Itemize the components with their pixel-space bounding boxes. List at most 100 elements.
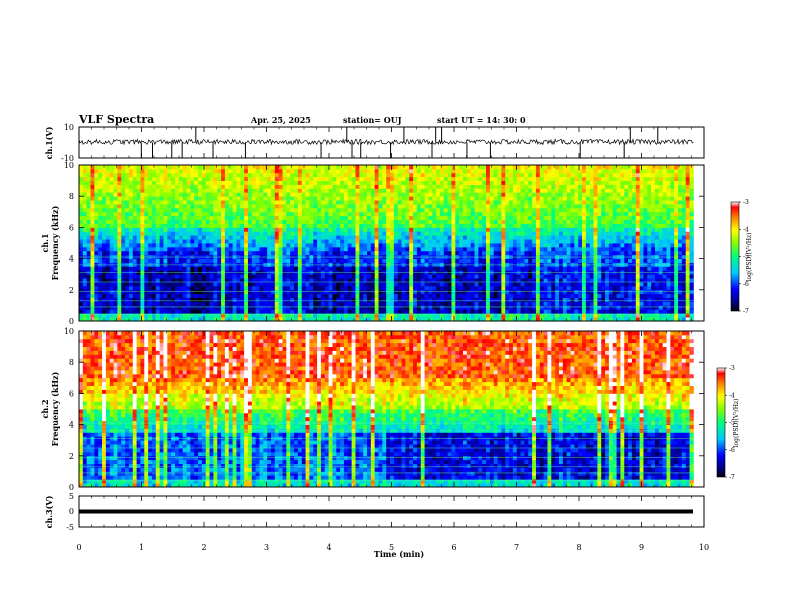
spectrogram-cell [658, 207, 664, 213]
spectrogram-cell [136, 309, 141, 314]
spectrogram-cell [228, 305, 233, 310]
spectrogram-cell [616, 258, 621, 263]
spectrogram-cell [224, 204, 230, 209]
spectrogram-cell [301, 239, 306, 244]
spectrogram-cell [190, 282, 195, 287]
spectrogram-cell [132, 317, 137, 322]
spectrogram-cell [374, 223, 379, 228]
spectrogram-cell [658, 305, 664, 310]
spectrogram-cell [121, 305, 126, 310]
spectrogram-cell [535, 239, 541, 244]
spectrogram-cell [409, 289, 414, 295]
spectrogram-cell [355, 239, 360, 244]
spectrogram-cell [343, 293, 349, 298]
spectrogram-cell [535, 200, 541, 205]
spectrogram-cell [516, 285, 521, 291]
spectrogram-cell [455, 266, 460, 271]
spectrogram-cell [282, 231, 287, 236]
spectrogram-cell [608, 239, 614, 244]
spectrogram-cell [244, 207, 249, 213]
spectrogram-cell [685, 243, 690, 248]
spectrogram-cell [470, 246, 475, 252]
spectrogram-cell [201, 301, 207, 306]
spectrogram-cell [416, 278, 422, 283]
spectrogram-cell [109, 274, 114, 279]
spectrogram-cell [605, 215, 610, 220]
spectrogram-cell [294, 207, 299, 213]
spectrogram-cell [482, 200, 487, 205]
spectrogram-cell [332, 243, 337, 248]
spectrogram-cell [128, 243, 134, 248]
spectrogram-cell [163, 301, 168, 306]
spectrogram-cell [255, 258, 260, 263]
spectrogram-cell [224, 289, 230, 295]
spectrogram-cell [459, 215, 464, 220]
spectrogram-cell [90, 223, 95, 228]
spectrogram-cell [582, 211, 587, 217]
spectrogram-cell [175, 282, 180, 287]
spectrogram-cell [209, 239, 214, 244]
spectrogram-cell [151, 235, 157, 240]
spectrogram-cell [401, 235, 406, 240]
spectrogram-cell [562, 239, 568, 244]
spectrogram-cell [662, 231, 667, 236]
spectrogram-cell [301, 289, 306, 295]
spectrogram-cell [347, 231, 353, 236]
spectrogram-cell [374, 309, 379, 314]
spectrogram-cell [612, 258, 617, 263]
spectrogram-cell [259, 305, 264, 310]
spectrogram-cell [493, 231, 498, 236]
spectrogram-cell [578, 227, 583, 232]
spectrogram-cell [574, 200, 579, 205]
spectrogram-cell [401, 227, 406, 232]
spectrogram-cell [213, 305, 218, 310]
spectrogram-cell [217, 258, 222, 263]
spectrogram-cell [543, 301, 548, 306]
spectrogram-cell [547, 258, 552, 263]
spectrogram-cell [109, 282, 114, 287]
spectrogram-cell [478, 219, 483, 224]
spectrogram-cell [608, 313, 614, 318]
spectrogram-cell [455, 305, 460, 310]
spectrogram-cell [424, 297, 429, 302]
spectrogram-cell [501, 231, 506, 236]
spectrogram-cell [462, 278, 468, 283]
spectrogram-cell [678, 282, 683, 287]
spectrogram-cell [94, 235, 99, 240]
spectrogram-cell [175, 293, 180, 298]
spectrogram-cell [547, 231, 552, 236]
spectrogram-cell [132, 219, 137, 224]
spectrogram-cell [148, 293, 153, 298]
spectrogram-cell [524, 231, 529, 236]
spectrogram-cell [628, 285, 633, 291]
spectrogram-cell [259, 200, 264, 205]
spectrogram-cell [409, 235, 414, 240]
spectrogram-cell [662, 305, 667, 310]
spectrogram-cell [608, 211, 614, 217]
spectrogram-cell [635, 231, 641, 236]
spectrogram-cell [251, 297, 257, 302]
spectrogram-cell [155, 235, 161, 240]
spectrogram-cell [662, 235, 667, 240]
spectrogram-cell [267, 317, 272, 322]
spectrogram-cell [136, 243, 141, 248]
spectrogram-cell [631, 227, 637, 232]
spectrogram-cell [155, 305, 161, 310]
spectrogram-cell [194, 309, 199, 314]
spectrogram-cell [82, 211, 88, 217]
spectrogram-cell [539, 250, 545, 256]
spectrogram-cell [217, 204, 222, 209]
spectrogram-cell [117, 274, 122, 279]
spectrogram-cell [532, 285, 537, 291]
spectrogram-cell [651, 301, 656, 306]
spectrogram-cell [98, 278, 103, 283]
spectrogram-cell [401, 223, 406, 228]
spectrogram-cell [505, 200, 510, 205]
spectrogram-cell [574, 250, 579, 256]
spectrogram-cell [393, 309, 399, 314]
spectrogram-cell [685, 215, 690, 220]
spectrogram-cell [432, 258, 437, 263]
spectrogram-cell [378, 274, 383, 279]
spectrogram-cell [670, 305, 675, 310]
spectrogram-cell [643, 266, 648, 271]
